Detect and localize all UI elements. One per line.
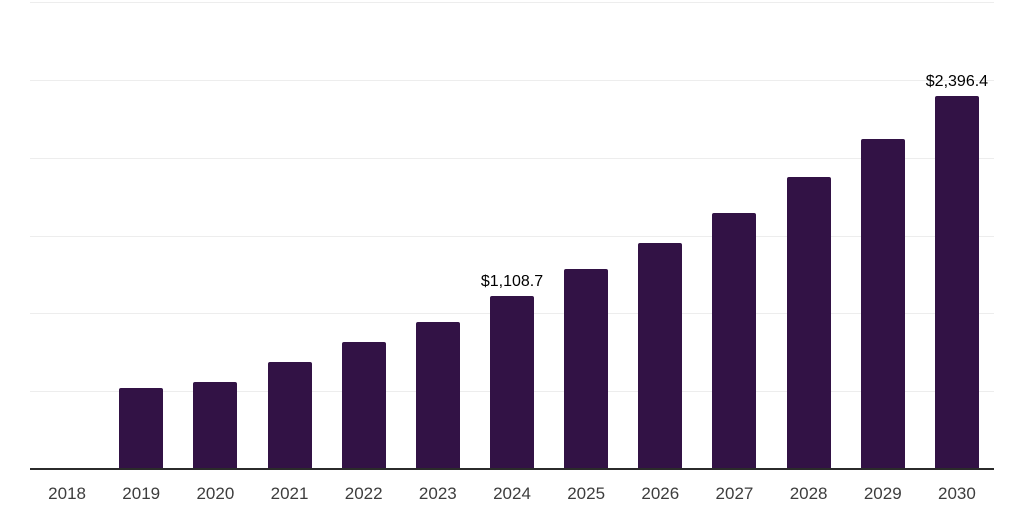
gridline-1500 [30, 236, 994, 237]
bar-2024 [490, 296, 534, 469]
x-tick-2022: 2022 [344, 484, 383, 503]
bar-2021 [267, 362, 312, 469]
x-tick-2030: 2030 [938, 484, 976, 503]
bar-2025 [564, 268, 609, 469]
bar-2029 [860, 139, 905, 469]
gridline-2000 [30, 158, 994, 159]
x-tick-2023: 2023 [418, 484, 457, 503]
bar-2020 [193, 381, 238, 469]
x-tick-2020: 2020 [196, 484, 235, 503]
x-tick-2029: 2029 [863, 484, 902, 503]
x-tick-2024: 2024 [493, 484, 531, 503]
bar-2026 [638, 242, 683, 469]
x-tick-2025: 2025 [567, 484, 606, 503]
x-tick-2027: 2027 [715, 484, 754, 503]
x-axis-line [30, 468, 994, 470]
x-tick-2028: 2028 [789, 484, 828, 503]
x-tick-2018: 2018 [48, 484, 86, 503]
bar-2027 [712, 212, 757, 469]
gridline-2500 [30, 80, 994, 81]
bar-2028 [786, 177, 831, 469]
gridline-3000 [30, 2, 994, 3]
data-label-2024: $1,108.7 [480, 273, 544, 291]
x-tick-2026: 2026 [641, 484, 680, 503]
bar-2023 [415, 321, 460, 469]
data-label-2030: $2,396.4 [925, 72, 989, 90]
bar-2019 [119, 388, 164, 469]
bar-2030 [934, 95, 979, 469]
bar-2022 [341, 341, 386, 469]
x-tick-2021: 2021 [270, 484, 309, 503]
x-tick-2019: 2019 [122, 484, 161, 503]
